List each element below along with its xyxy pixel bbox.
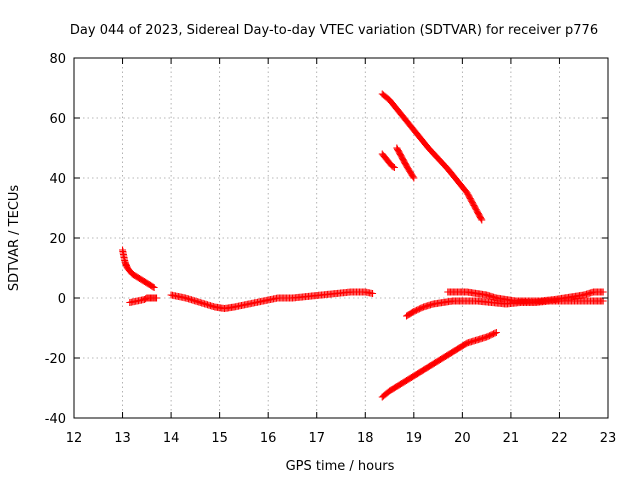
data-point xyxy=(389,163,397,171)
x-tick-label: 16 xyxy=(260,431,277,446)
y-tick-label: 80 xyxy=(49,52,66,67)
x-tick-label: 20 xyxy=(454,431,471,446)
x-tick-label: 18 xyxy=(357,431,374,446)
x-tick-label: 13 xyxy=(114,431,131,446)
series-track-a-decay xyxy=(119,246,158,291)
data-point xyxy=(150,284,158,291)
x-tick-label: 14 xyxy=(163,431,180,446)
series-track-e-short xyxy=(393,144,418,182)
y-tick-labels: -40 -20 0 20 40 60 80 xyxy=(45,52,66,427)
data-point xyxy=(153,294,161,302)
series-track-b-main xyxy=(167,288,377,312)
x-tick-label: 12 xyxy=(66,431,83,446)
series-track-h-near-zero xyxy=(444,288,607,305)
x-tick-label: 23 xyxy=(600,431,617,446)
x-tick-label: 15 xyxy=(211,431,228,446)
data-point xyxy=(477,215,485,223)
x-tick-label: 22 xyxy=(551,431,568,446)
x-tick-labels: 12 13 14 15 16 17 18 19 20 21 22 23 xyxy=(66,431,617,446)
data-point xyxy=(492,329,500,336)
data-point xyxy=(478,216,486,224)
y-tick-label: 20 xyxy=(49,232,66,247)
y-tick-label: 40 xyxy=(49,172,66,187)
x-tick-label: 17 xyxy=(308,431,325,446)
data-point xyxy=(369,290,377,297)
series-track-d-short xyxy=(378,150,398,171)
grid-layer xyxy=(74,58,608,418)
y-tick-label: 60 xyxy=(49,112,66,127)
y-tick-label: -40 xyxy=(45,412,66,427)
data-point xyxy=(491,329,499,337)
x-axis-label: GPS time / hours xyxy=(286,459,395,474)
y-tick-label: 0 xyxy=(58,292,66,307)
series-track-c-high xyxy=(378,90,486,224)
series-track-f-negative xyxy=(378,329,500,401)
series-track-a-low xyxy=(126,294,161,306)
data-point xyxy=(390,164,398,171)
data-point xyxy=(599,288,607,296)
y-tick-label: -20 xyxy=(45,352,66,367)
x-tick-label: 21 xyxy=(503,431,520,446)
data-point xyxy=(599,297,607,305)
y-axis-label: SDTVAR / TECUs xyxy=(7,185,22,292)
data-point xyxy=(410,174,418,182)
x-tick-label: 19 xyxy=(406,431,423,446)
data-point xyxy=(409,173,417,181)
tick-layer xyxy=(73,57,609,419)
data-layer xyxy=(119,90,607,401)
chart-title: Day 044 of 2023, Sidereal Day-to-day VTE… xyxy=(70,23,598,38)
data-point xyxy=(149,283,157,291)
